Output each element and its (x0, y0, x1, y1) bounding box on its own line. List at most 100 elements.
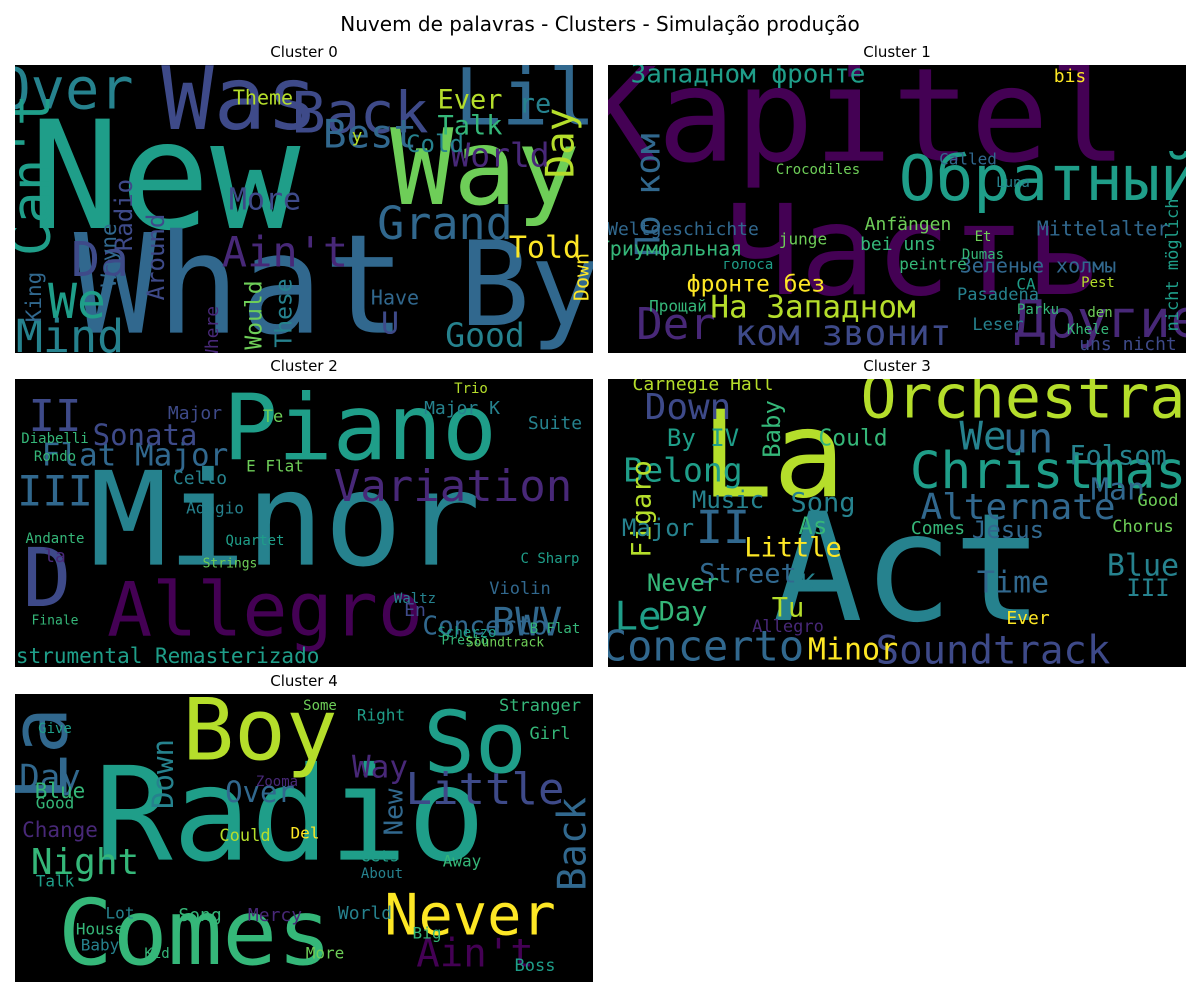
cloud-word: Belong (623, 451, 742, 490)
cloud-word: Del (291, 824, 320, 843)
cloud-word: Tu (772, 593, 805, 624)
cloud-word: World (450, 136, 549, 175)
cloud-word: Waltz (394, 591, 436, 607)
cloud-word: re (519, 89, 552, 120)
cloud-word: Stranger (499, 696, 581, 716)
cloud-word: C Sharp (520, 551, 579, 567)
cloud-word: Street (699, 559, 797, 590)
cloud-word: Lil (455, 65, 593, 143)
cloud-word: Ain't (222, 228, 348, 277)
cloud-word: Часть (725, 179, 1101, 324)
cloud-word: Theme (233, 86, 293, 110)
cloud-word: Change (22, 818, 98, 842)
cloud-word: Could (219, 826, 270, 846)
cloud-word: Ain't (416, 932, 533, 977)
cloud-word: Good (36, 794, 75, 813)
cloud-word: U (381, 307, 399, 342)
cloud-word: BWV (492, 601, 562, 646)
cloud-word: фронте без (687, 272, 825, 298)
cloud-word: bei uns (860, 234, 936, 255)
cloud-word: II (29, 391, 82, 442)
cloud-word: Variation (334, 461, 572, 512)
cloud-word: Violin (489, 579, 550, 599)
cloud-word: Would (242, 280, 268, 349)
cloud-word: bis (1054, 66, 1087, 87)
cloud-word: These (272, 278, 298, 347)
cloud-word: Der (636, 299, 715, 350)
cloud-word: Folsom (1069, 441, 1167, 472)
cloud-word: Comes (58, 881, 332, 982)
cloud-word: Over (15, 65, 134, 123)
cloud-word: About (361, 866, 403, 882)
cloud-word: Instrumental Remasterizado (15, 644, 319, 667)
cloud-word: den (1087, 305, 1112, 321)
cloud-word: Down (570, 253, 594, 301)
cloud-word: D (23, 532, 72, 626)
cloud-word: Little (744, 533, 842, 564)
cloud-word: Man (1091, 473, 1145, 508)
cloud-word: Back (551, 797, 594, 891)
cloud-word: Piano (223, 379, 497, 481)
cloud-word: Crocodiles (776, 162, 860, 178)
cloud-word: Down (645, 387, 732, 428)
cloud-word: Lot (106, 904, 135, 923)
cloud-word: Leser (972, 315, 1023, 335)
cloud-word: Другие (1014, 290, 1186, 350)
cloud-word: Music (692, 486, 764, 514)
cloud-word: More (229, 183, 301, 218)
cloud-word: Le (615, 595, 662, 640)
cloud-background (608, 379, 1186, 667)
cloud-word: Way (352, 750, 408, 786)
cloud-word: Christmas (910, 442, 1186, 501)
cloud-word: World (338, 903, 392, 924)
cloud-word: Boss (515, 956, 556, 976)
cloud-word: Back (291, 81, 428, 147)
cloud-word: Soundtrack (876, 629, 1111, 668)
cloud-word: Quartet (225, 533, 284, 549)
cloud-word: E Flat (246, 457, 304, 476)
cloud-word: En (404, 600, 426, 621)
cloud-word: Song (790, 488, 855, 519)
cloud-word: Boy (182, 694, 337, 780)
cloud-word: Way (390, 107, 580, 229)
cloud-word: Sonata (93, 418, 198, 452)
cloud-word: Never (384, 883, 556, 949)
cloud-word: junge (779, 230, 827, 249)
cloud-word: By IV (667, 424, 739, 452)
cloud-word: Where (202, 306, 223, 353)
cloud-word: House (76, 920, 124, 939)
cloud-word: We (48, 274, 106, 330)
cloud-word: Diabelli (21, 431, 88, 447)
cloud-word: un (1003, 414, 1054, 463)
cloud-word: Major K (424, 398, 500, 419)
cloud-word: Baby (758, 400, 786, 458)
cloud-word: Could (818, 426, 887, 452)
cloud-word: Best (323, 113, 417, 158)
cloud-word: Orchestra (860, 379, 1185, 433)
cloud-word: King (22, 272, 46, 323)
cloud-word: Te (263, 407, 283, 427)
cluster-panel-3: Cluster 3 Act La Orchestra Christmas Concert… (608, 357, 1186, 669)
cloud-word: Cello (173, 468, 227, 489)
cloud-word: Never (647, 569, 719, 597)
cloud-word: Baby (81, 936, 120, 955)
cloud-word: New (30, 90, 302, 264)
cloud-word: la (44, 546, 66, 567)
cloud-word: Strings (203, 557, 258, 572)
cloud-word: Around (142, 214, 170, 301)
cloud-word: Major (168, 403, 222, 424)
cloud-word: Give (38, 721, 72, 737)
cloud-word: Told (509, 231, 581, 266)
cloud-word: Comes (911, 518, 965, 539)
cluster-panel-2: Cluster 2 Minor Piano Allegro D Variation BWV… (15, 357, 593, 669)
cloud-word: New (380, 788, 410, 835)
cloud-word: Day (19, 758, 80, 798)
cloud-word: Song (178, 905, 221, 926)
cloud-word: Dumas (962, 247, 1004, 263)
cloud-word: Blue (1107, 549, 1179, 584)
cloud-word: nicht möglich (1163, 198, 1183, 331)
cloud-word: B Flat (530, 621, 581, 637)
